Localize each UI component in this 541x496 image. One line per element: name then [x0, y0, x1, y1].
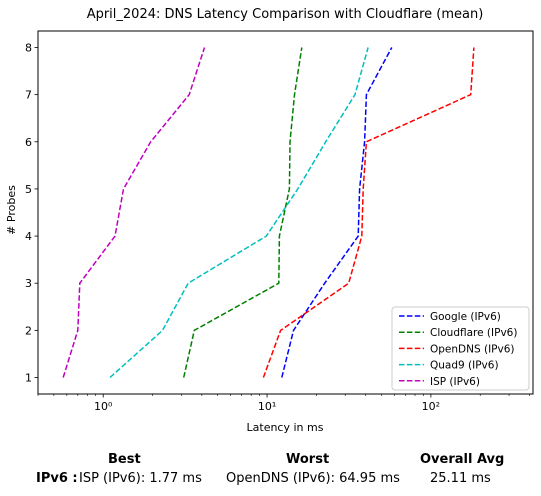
x-axis-label: Latency in ms	[247, 421, 324, 434]
overall-avg-value: 25.11 ms	[430, 471, 491, 486]
y-tick-label: 5	[25, 183, 32, 196]
y-axis-label: # Probes	[5, 185, 18, 235]
legend-label-0: Google (IPv6)	[430, 311, 501, 323]
series-line-1	[182, 47, 303, 378]
legend-entries: Google (IPv6) Cloudflare (IPv6) OpenDNS (I…	[399, 311, 517, 388]
series-line-3	[109, 47, 369, 379]
y-tick-label: 3	[25, 277, 32, 290]
x-axis: 10⁰ 10¹ 10²	[37, 394, 530, 413]
summary-table: Best Worst Overall Avg IPv6 : ISP (IPv6)…	[0, 448, 541, 496]
legend-label-4: ISP (IPv6)	[430, 376, 480, 388]
y-tick-label: 2	[25, 324, 32, 337]
series-line-4	[62, 47, 206, 378]
worst-header: Worst	[286, 452, 330, 467]
plot-frame	[37, 30, 534, 395]
legend-label-1: Cloudflare (IPv6)	[430, 327, 517, 339]
legend-label-2: OpenDNS (IPv6)	[430, 343, 515, 355]
y-axis: 1 2 3 4 5 6 7 8	[25, 42, 38, 385]
legend-label-3: Quad9 (IPv6)	[430, 360, 499, 372]
legend-box	[391, 306, 530, 391]
y-tick-label: 6	[25, 136, 32, 149]
legend: Google (IPv6) Cloudflare (IPv6) OpenDNS (I…	[391, 306, 530, 391]
x-tick-label: 10²	[422, 400, 440, 413]
y-tick-label: 4	[25, 230, 32, 243]
overall-avg-header: Overall Avg	[420, 452, 505, 467]
y-tick-label: 8	[25, 42, 32, 55]
latency-chart: April_2024: DNS Latency Comparison with …	[5, 7, 534, 434]
row-label-ipv6: IPv6 :	[36, 471, 78, 486]
worst-value: OpenDNS (IPv6): 64.95 ms	[226, 471, 400, 486]
y-tick-label: 7	[25, 89, 32, 102]
y-tick-label: 1	[25, 372, 32, 385]
x-tick-label: 10¹	[258, 400, 276, 413]
series-line-2	[262, 47, 475, 378]
best-value: ISP (IPv6): 1.77 ms	[79, 471, 202, 486]
x-tick-label: 10⁰	[94, 400, 113, 413]
series-line-0	[281, 47, 393, 378]
chart-title: April_2024: DNS Latency Comparison with …	[87, 7, 484, 22]
best-header: Best	[108, 452, 141, 467]
plot-lines	[62, 47, 475, 379]
